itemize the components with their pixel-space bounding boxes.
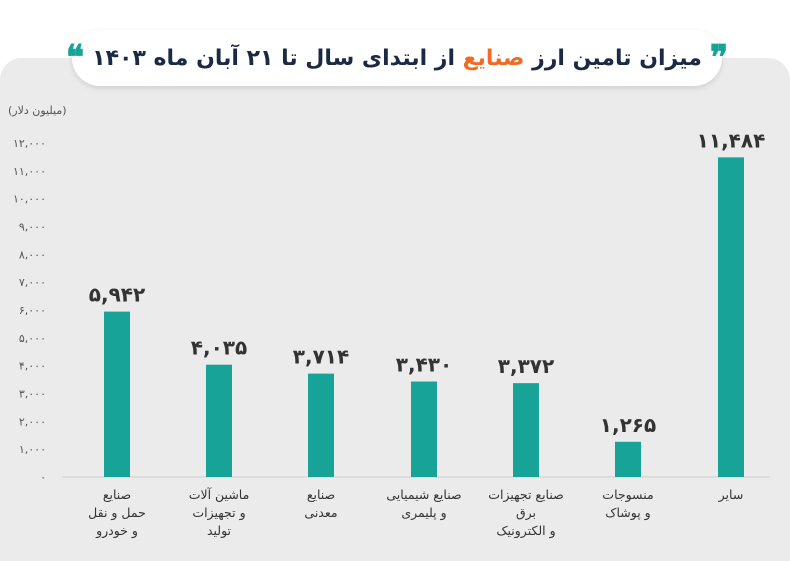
category-label-line: و خودرو	[96, 523, 138, 538]
y-tick-label: ۵,۰۰۰	[19, 332, 46, 345]
title-accent: صنایع	[462, 45, 525, 71]
category-label: صنایع حمل و نقل و خودرو	[62, 486, 172, 540]
y-tick-label: ۹,۰۰۰	[19, 221, 46, 234]
category-label-line: منسوجات	[602, 487, 654, 502]
y-axis-ticks: ۰ ۱,۰۰۰ ۲,۰۰۰ ۳,۰۰۰ ۴,۰۰۰ ۵,۰۰۰ ۶,۰۰۰ ۷,۰۰۰ ۸,۰۰…	[13, 137, 46, 484]
bar	[104, 311, 130, 477]
category-label-line: صنایع شیمیایی	[386, 487, 462, 502]
category-label-line: برق	[515, 505, 537, 520]
bar	[206, 364, 232, 477]
category-label-line: صنایع تجهیزات	[488, 487, 564, 502]
category-label-line: تولید	[206, 523, 232, 538]
value-labels-group: ۵,۹۴۲ ۴,۰۳۵ ۳,۷۱۴ ۳,۴۳۰ ۳,۳۷۲ ۱,۲۶۵ ۱۱,۴۸۴	[89, 128, 766, 436]
category-label-line: سایر	[718, 487, 744, 502]
y-tick-label: ۳,۰۰۰	[19, 388, 46, 401]
y-tick-label: ۷,۰۰۰	[19, 276, 46, 289]
y-tick-label: ۱۱,۰۰۰	[13, 165, 46, 178]
bars-group	[104, 157, 744, 477]
bar-value-label: ۳,۴۳۰	[396, 353, 452, 377]
category-label-line: صنایع	[306, 487, 336, 502]
category-label-line: ماشین آلات	[188, 487, 250, 502]
y-tick-label: ۶,۰۰۰	[19, 304, 46, 317]
chart-title: میزان تامین ارز صنایع از ابتدای سال تا ۲…	[92, 46, 702, 71]
bar-value-label: ۱,۲۶۵	[600, 413, 656, 437]
title-part2: از ابتدای سال تا ۲۱ آبان ماه ۱۴۰۳	[92, 45, 463, 71]
category-label-line: و پوشاک	[605, 505, 651, 520]
y-tick-label: ۱۰,۰۰۰	[13, 193, 46, 206]
bar-value-label: ۴,۰۳۵	[191, 336, 247, 360]
category-label-line: و پلیمری	[401, 505, 447, 520]
category-label: ماشین آلات و تجهیزات تولید	[164, 486, 274, 540]
bar	[513, 383, 539, 477]
bar-value-label: ۳,۷۱۴	[293, 345, 349, 369]
category-label-line: معدنی	[304, 505, 338, 520]
y-tick-label: ۸,۰۰۰	[19, 248, 46, 261]
y-tick-label: ۱,۰۰۰	[19, 443, 46, 456]
category-label: صنایع معدنی	[266, 486, 376, 522]
bar-value-label: ۳,۳۷۲	[498, 354, 554, 378]
category-label-line: حمل و نقل	[88, 505, 146, 520]
y-tick-label: ۲,۰۰۰	[19, 415, 46, 428]
bar	[718, 157, 744, 477]
quote-open-icon: ❞	[709, 38, 729, 78]
bar	[411, 381, 437, 477]
category-label-line: و تجهیزات	[192, 505, 246, 520]
category-label: صنایع تجهیزات برق و الکترونیک	[471, 486, 581, 540]
y-tick-label: ۴,۰۰۰	[19, 360, 46, 373]
category-label: سایر	[676, 486, 786, 504]
bar	[615, 441, 641, 477]
category-label-line: صنایع	[102, 487, 132, 502]
bar-value-label: ۱۱,۴۸۴	[697, 128, 766, 152]
category-label-line: و الکترونیک	[496, 523, 556, 538]
y-tick-label: ۱۲,۰۰۰	[13, 137, 46, 150]
category-label: صنایع شیمیایی و پلیمری	[369, 486, 479, 522]
bar-value-label: ۵,۹۴۲	[89, 283, 145, 307]
title-banner: ❞ میزان تامین ارز صنایع از ابتدای سال تا…	[66, 30, 728, 86]
bar	[308, 373, 334, 477]
y-axis-unit-label: (میلیون دلار)	[8, 104, 67, 117]
category-label: منسوجات و پوشاک	[573, 486, 683, 522]
y-tick-label: ۰	[40, 471, 46, 484]
quote-close-icon: ❝	[65, 38, 85, 78]
title-part1: میزان تامین ارز	[524, 45, 702, 71]
